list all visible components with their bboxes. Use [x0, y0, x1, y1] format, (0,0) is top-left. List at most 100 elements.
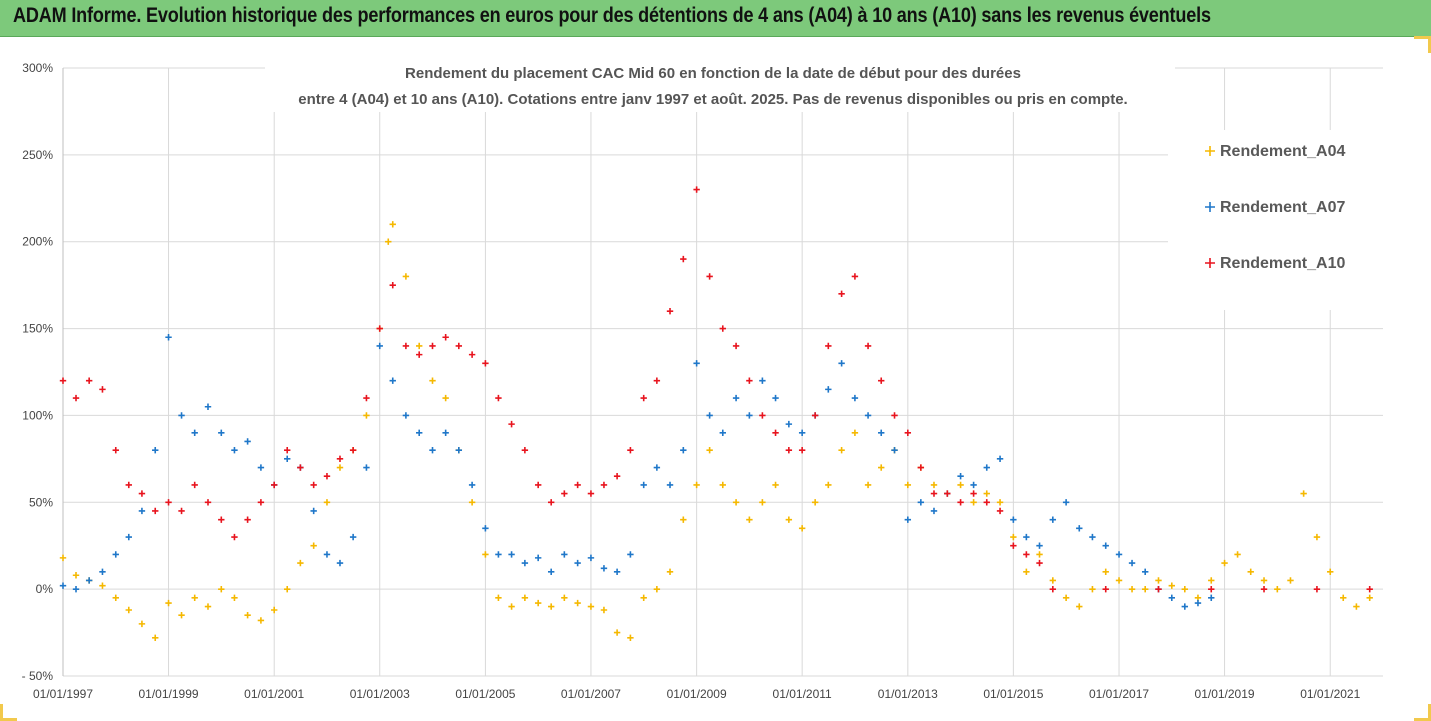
data-point-rendement-a07: [72, 585, 80, 593]
frame-corner: [1414, 36, 1431, 53]
y-tick-label: 300%: [22, 61, 53, 75]
data-point-rendement-a10: [482, 360, 489, 367]
data-point-rendement-a04: [402, 273, 410, 280]
data-point-rendement-a10: [125, 481, 132, 489]
data-point-rendement-a10: [534, 481, 542, 489]
data-point-rendement-a07: [719, 429, 726, 436]
data-point-rendement-a07: [1010, 516, 1017, 523]
data-point-rendement-a10: [244, 516, 251, 523]
data-point-rendement-a04: [561, 594, 568, 602]
data-point-rendement-a10: [336, 455, 344, 463]
data-point-rendement-a04: [1049, 577, 1057, 584]
data-point-rendement-a07: [218, 429, 225, 436]
data-point-rendement-a04: [878, 464, 885, 471]
data-point-rendement-a10: [785, 446, 793, 454]
data-point-rendement-a10: [917, 464, 925, 471]
data-point-rendement-a07: [534, 554, 542, 562]
data-point-rendement-a07: [1115, 551, 1123, 558]
data-point-rendement-a07: [600, 565, 608, 572]
x-tick-label: 01/01/2021: [1300, 687, 1360, 701]
data-point-rendement-a04: [1221, 559, 1228, 567]
x-tick-label: 01/01/2003: [350, 687, 410, 701]
data-point-rendement-a10: [970, 490, 977, 497]
data-point-rendement-a04: [482, 551, 489, 558]
data-point-rendement-a07: [495, 551, 502, 558]
data-point-rendement-a07: [891, 446, 898, 454]
data-point-rendement-a07: [838, 360, 845, 367]
data-point-rendement-a04: [138, 620, 146, 628]
data-point-rendement-a04: [1128, 585, 1136, 593]
data-point-rendement-a07: [785, 420, 793, 428]
frame-corner: [1414, 704, 1431, 721]
data-point-rendement-a04: [996, 499, 1004, 506]
data-point-rendement-a10: [99, 386, 106, 393]
data-point-rendement-a07: [996, 455, 1004, 463]
y-tick-label: 0%: [36, 582, 54, 596]
data-point-rendement-a07: [587, 554, 595, 562]
data-point-rendement-a04: [600, 606, 608, 614]
data-point-rendement-a07: [1023, 533, 1030, 541]
data-point-rendement-a07: [231, 446, 238, 454]
data-point-rendement-a10: [271, 481, 278, 489]
x-axis: 01/01/1997 01/01/1999 01/01/2001 01/01/2003…: [33, 687, 1361, 701]
scatter-chart: - 50% 0% 50% 100% 150% 200% 250% 300% 01/01/199…: [22, 56, 1400, 701]
chart-area: - 50% 0% 50% 100% 150% 200% 250% 300% 01/01/199…: [0, 36, 1431, 721]
data-point-rendement-a10: [363, 394, 370, 402]
data-point-rendement-a10: [983, 499, 990, 506]
data-point-rendement-a07: [851, 394, 859, 402]
data-point-rendement-a10: [442, 334, 449, 341]
data-point-rendement-a07: [561, 551, 568, 558]
data-point-rendement-a04: [165, 599, 172, 607]
data-point-rendement-a04: [112, 594, 119, 602]
data-point-rendement-a04: [271, 606, 278, 614]
data-point-rendement-a07: [706, 412, 713, 419]
data-point-rendement-a04: [385, 238, 392, 245]
x-tick-label: 01/01/1999: [138, 687, 198, 701]
data-point-rendement-a04: [204, 603, 212, 610]
data-point-rendement-a07: [336, 559, 344, 567]
data-point-rendement-a07: [429, 446, 436, 454]
data-point-rendement-a10: [1155, 585, 1162, 593]
data-point-rendement-a10: [455, 342, 463, 350]
data-point-rendement-a10: [746, 377, 753, 384]
data-point-rendement-a07: [468, 481, 476, 489]
data-point-rendement-a04: [244, 612, 251, 619]
data-point-rendement-a07: [402, 412, 410, 419]
data-point-rendement-a04: [1115, 577, 1123, 584]
y-tick-label: - 50%: [22, 669, 54, 683]
data-point-rendement-a10: [1010, 542, 1017, 549]
data-point-rendement-a04: [1076, 603, 1083, 610]
data-point-rendement-a07: [693, 360, 700, 367]
data-point-rendement-a10: [495, 394, 502, 402]
title-backdrop: [265, 56, 1175, 112]
data-point-rendement-a10: [231, 533, 238, 541]
data-point-rendement-a07: [1141, 568, 1149, 575]
x-tick-label: 01/01/2007: [561, 687, 621, 701]
y-tick-label: 200%: [22, 235, 53, 249]
data-point-rendement-a10: [165, 499, 172, 506]
data-point-rendement-a07: [798, 429, 806, 436]
data-point-rendement-a10: [680, 255, 687, 263]
data-point-rendement-a07: [204, 403, 212, 410]
y-tick-label: 50%: [29, 495, 53, 509]
data-point-rendement-a04: [640, 594, 647, 602]
data-point-rendement-a07: [323, 551, 331, 558]
data-point-rendement-a04: [666, 568, 674, 575]
data-point-rendement-a10: [508, 420, 515, 428]
data-point-rendement-a07: [613, 568, 621, 575]
legend-marker: [1205, 202, 1215, 212]
legend: Rendement_A04 Rendement_A07 Rendement_A10: [1168, 130, 1400, 310]
x-tick-label: 01/01/2009: [667, 687, 727, 701]
data-point-rendement-a10: [693, 186, 700, 193]
legend-marker: [1205, 146, 1215, 156]
data-point-rendement-a04: [851, 429, 859, 436]
data-point-rendement-a04: [178, 612, 185, 619]
data-point-rendement-a07: [746, 412, 753, 419]
data-point-rendement-a07: [455, 446, 463, 454]
title-banner: ADAM Informe. Evolution historique des p…: [0, 0, 1431, 37]
data-point-rendement-a07: [1076, 525, 1083, 532]
x-tick-label: 01/01/2001: [244, 687, 304, 701]
data-point-rendement-a07: [1181, 603, 1188, 610]
data-point-rendement-a07: [1049, 516, 1057, 523]
data-point-rendement-a04: [363, 412, 370, 419]
